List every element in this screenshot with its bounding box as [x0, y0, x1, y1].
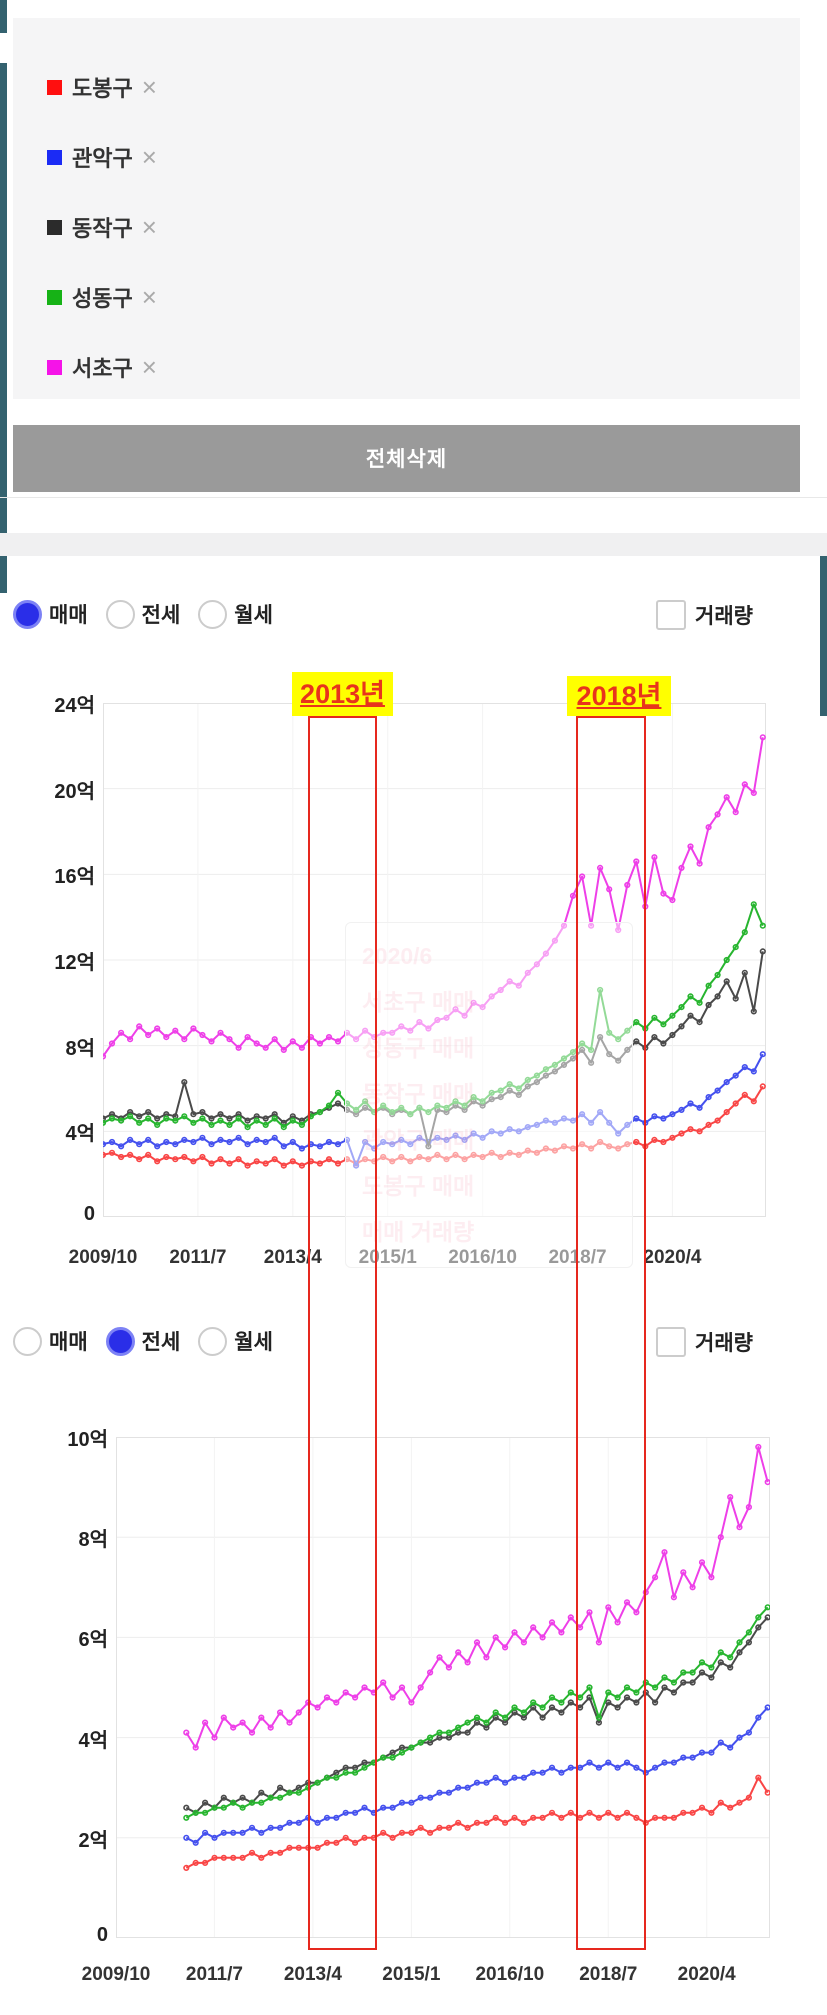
x-axis-tick-label: 2016/10 — [475, 1964, 545, 1985]
seocho-color-swatch — [47, 359, 62, 375]
y-axis-tick-label: 2억 — [78, 1829, 108, 1852]
checkbox-label: 거래량 — [695, 605, 753, 628]
district-label: 서초구 — [72, 356, 133, 381]
radio-jeonse[interactable]: 전세 — [105, 599, 181, 629]
x-axis-tick-label: 2015/1 — [382, 1964, 441, 1985]
dongjak-color-swatch — [47, 219, 62, 235]
x-axis-tick-label: 2013/4 — [263, 1247, 322, 1268]
x-axis-tick-label: 2013/4 — [283, 1964, 342, 1985]
district-label: 관악구 — [72, 146, 133, 171]
list-item-dobong: 도봉구 × — [47, 52, 800, 122]
radio-label: 월세 — [234, 604, 273, 627]
y-axis-tick-label: 12억 — [54, 952, 95, 974]
x-axis-tick-label: 2011/7 — [169, 1247, 227, 1268]
x-axis-tick-label: 2011/7 — [185, 1964, 243, 1985]
y-axis-tick-label: 8억 — [78, 1529, 108, 1552]
x-axis-tick-label: 2018/7 — [579, 1964, 638, 1985]
radio-circle[interactable] — [105, 1326, 135, 1356]
list-item-gwanak: 관악구 × — [47, 122, 800, 192]
radio-circle[interactable] — [198, 1326, 228, 1356]
remove-district-icon[interactable]: × — [141, 282, 157, 312]
jeonse-price-chart — [116, 1437, 770, 1938]
list-item-seongdong: 성동구 × — [47, 262, 800, 332]
district-label: 도봉구 — [72, 76, 133, 101]
right-edge-band — [820, 556, 827, 716]
district-label: 동작구 — [72, 216, 133, 241]
list-item-dongjak: 동작구 × — [47, 192, 800, 262]
dobong-color-swatch — [47, 79, 62, 95]
district-label: 성동구 — [72, 286, 133, 311]
divider — [0, 497, 827, 498]
list-item-seocho: 서초구 × — [47, 332, 800, 402]
chart1-volume-checkbox[interactable]: 거래량 — [656, 600, 753, 630]
section-divider-band — [0, 533, 827, 556]
gwanak-color-swatch — [47, 149, 62, 165]
radio-label: 월세 — [234, 1331, 273, 1354]
radio-label: 매매 — [49, 604, 88, 627]
radio-wolse[interactable]: 월세 — [198, 1326, 273, 1356]
radio-maemae[interactable]: 매매 — [13, 1326, 88, 1356]
radio-circle[interactable] — [198, 599, 228, 629]
left-edge-band — [0, 0, 7, 33]
chart2-volume-checkbox[interactable]: 거래량 — [656, 1327, 753, 1357]
y-axis-tick-label: 24억 — [54, 695, 95, 717]
annotation-label-2013: 2013년 — [292, 672, 393, 716]
annotation-box-2018 — [576, 716, 646, 1950]
radio-circle[interactable] — [13, 599, 42, 629]
radio-circle[interactable] — [105, 599, 135, 629]
remove-district-icon[interactable]: × — [141, 212, 157, 242]
remove-district-icon[interactable]: × — [141, 142, 157, 172]
y-axis-tick-label: 6억 — [78, 1629, 108, 1652]
radio-jeonse[interactable]: 전세 — [105, 1326, 181, 1356]
y-axis-tick-label: 16억 — [54, 866, 95, 889]
checkbox-box[interactable] — [656, 1327, 686, 1357]
x-axis-tick-label: 2020/4 — [677, 1964, 736, 1985]
y-axis-tick-label: 0 — [96, 1924, 108, 1946]
chart2-mode-controls: 매매 전세 월세 — [13, 1326, 813, 1356]
remove-district-icon[interactable]: × — [141, 72, 157, 102]
radio-maemae[interactable]: 매매 — [13, 599, 88, 629]
y-axis-tick-label: 4억 — [65, 1123, 95, 1146]
annotation-label-2018: 2018년 — [567, 676, 671, 716]
remove-district-icon[interactable]: × — [141, 352, 157, 382]
radio-wolse[interactable]: 월세 — [198, 599, 273, 629]
y-axis-tick-label: 8억 — [65, 1037, 95, 1060]
left-edge-band — [0, 63, 7, 593]
faint-tooltip-watermark: 2020/6 서초구 매매 성동구 매매 동작구 매매 관악구 매매 도봉구 매매 매매 거… — [345, 922, 633, 1268]
x-axis-tick-label: 2009/10 — [68, 1247, 138, 1268]
checkbox-box[interactable] — [656, 600, 686, 630]
y-axis-tick-label: 0 — [83, 1203, 95, 1225]
radio-label: 전세 — [141, 604, 181, 627]
y-axis-tick-label: 10억 — [67, 1429, 108, 1451]
y-axis-tick-label: 20억 — [54, 780, 95, 803]
radio-circle[interactable] — [13, 1326, 42, 1356]
selected-districts-panel: 도봉구 × 관악구 × 동작구 × 성동구 × 서초구 × — [13, 18, 800, 399]
y-axis-tick-label: 4억 — [78, 1729, 108, 1752]
radio-label: 전세 — [141, 1331, 181, 1354]
seongdong-color-swatch — [47, 289, 62, 305]
annotation-box-2013 — [308, 716, 377, 1950]
chart1-mode-controls: 매매 전세 월세 — [13, 599, 813, 629]
checkbox-label: 거래량 — [695, 1332, 753, 1355]
x-axis-tick-label: 2020/4 — [643, 1247, 702, 1268]
x-axis-tick-label: 2009/10 — [81, 1964, 151, 1985]
delete-all-button[interactable]: 전체삭제 — [13, 425, 800, 492]
radio-label: 매매 — [49, 1331, 88, 1354]
